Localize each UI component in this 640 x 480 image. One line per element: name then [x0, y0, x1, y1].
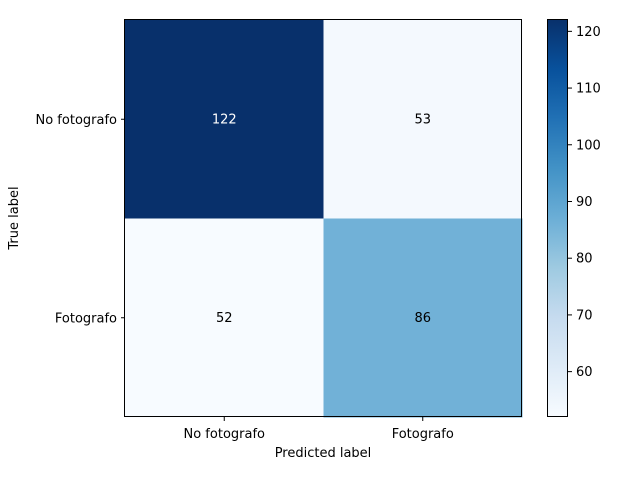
colorbar-tick-label: 80: [576, 252, 593, 267]
x-axis-label: Predicted label: [275, 446, 372, 461]
cell-value-label: 122: [212, 112, 237, 127]
colorbar: 60 70 80 90 100 110 120: [547, 19, 601, 417]
colorbar-tick-label: 120: [576, 25, 601, 40]
cell-value-label: 52: [216, 311, 233, 326]
x-tick-label: Fotografo: [392, 427, 454, 442]
y-tick-label: No fotografo: [36, 113, 118, 128]
y-tick-label: Fotografo: [55, 311, 117, 326]
colorbar-gradient: [547, 19, 568, 417]
colorbar-tick-label: 70: [576, 308, 593, 323]
x-axis-ticks: No fotografo Fotografo: [184, 417, 454, 442]
heatmap-cell: [125, 218, 324, 418]
colorbar-tick-label: 90: [576, 195, 593, 210]
colorbar-tick-label: 60: [576, 365, 593, 380]
cell-value-label: 86: [414, 311, 431, 326]
y-axis-label: True label: [7, 186, 22, 250]
x-tick-label: No fotografo: [184, 427, 266, 442]
cell-value-label: 53: [414, 112, 431, 127]
y-axis-ticks: No fotografo Fotografo: [36, 113, 125, 326]
colorbar-tick-label: 110: [576, 82, 601, 97]
heatmap-cell: [125, 20, 324, 219]
heatmap-cell-labels: 122 53 52 86: [212, 112, 431, 326]
colorbar-ticks: 60 70 80 90 100 110 120: [568, 25, 601, 380]
heatmap-cell: [323, 218, 523, 418]
plot-frame: [124, 19, 522, 417]
colorbar-tick-label: 100: [576, 138, 601, 153]
heatmap-cell: [323, 20, 523, 219]
heatmap-cells: [125, 20, 523, 418]
